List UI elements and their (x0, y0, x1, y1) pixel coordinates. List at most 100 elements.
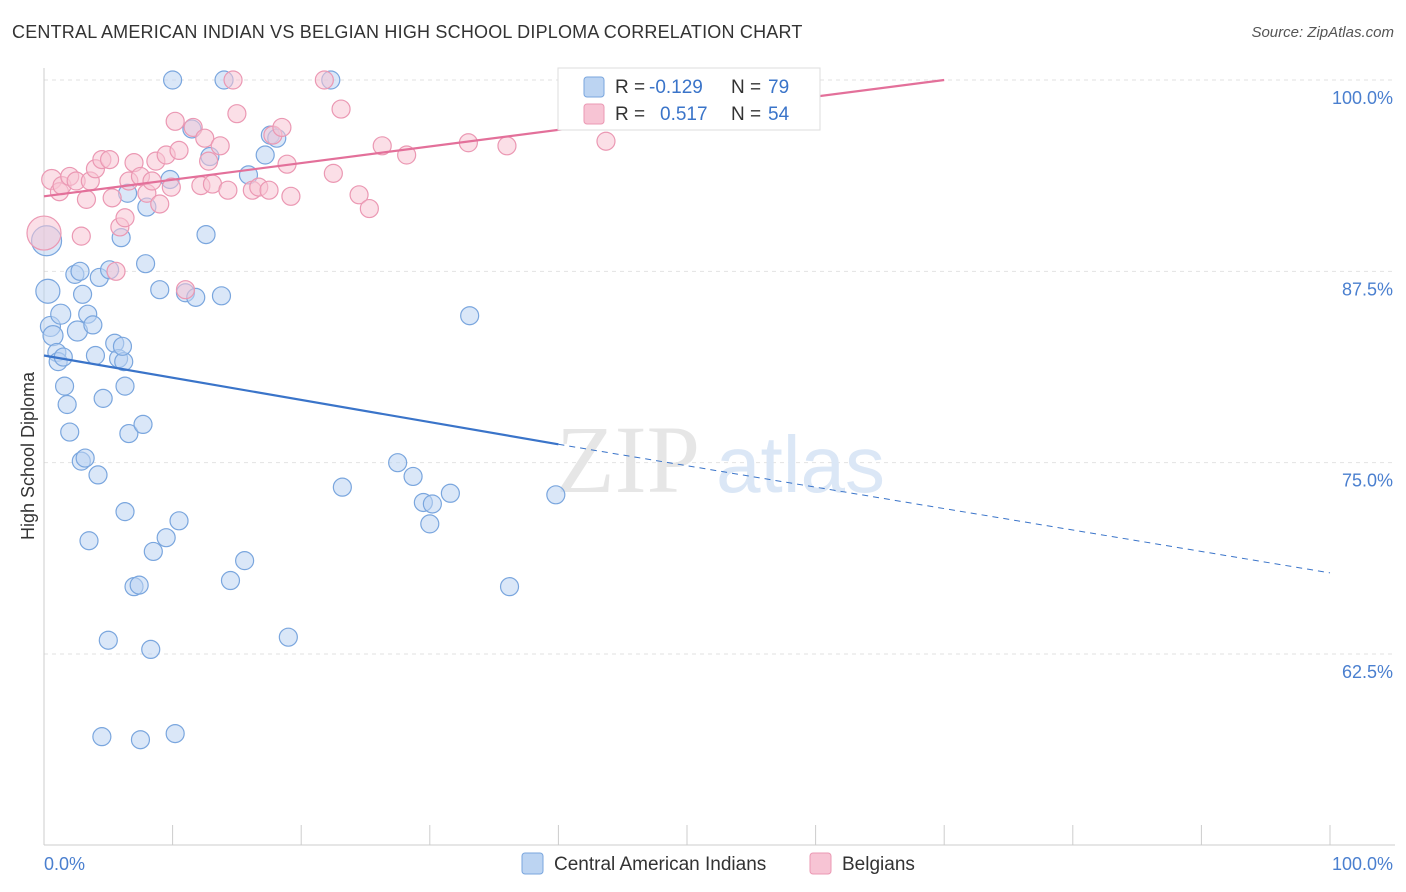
point-belgian (169, 140, 189, 161)
point-central-american-indian (115, 502, 135, 522)
point-central-american-indian (150, 280, 170, 300)
point-belgian (314, 70, 334, 90)
point-belgian (161, 177, 181, 197)
point-central-american-indian (546, 485, 566, 505)
point-belgian (223, 70, 243, 90)
point-central-american-indian (332, 477, 352, 497)
point-belgian (596, 131, 616, 151)
point-belgian (272, 117, 292, 138)
bottom-legend-swatch-blue (521, 852, 544, 875)
point-central-american-indian (112, 336, 133, 356)
legend-n-value-2: 54 (768, 104, 790, 125)
point-central-american-indian (196, 224, 216, 245)
y-axis-label: High School Diploma (18, 371, 38, 540)
series-central-american-indians (30, 70, 566, 750)
point-central-american-indian (79, 531, 99, 551)
point-central-american-indian (135, 254, 156, 274)
bottom-legend-label-2: Belgians (842, 854, 915, 875)
point-belgian (102, 188, 122, 208)
point-belgian (150, 194, 170, 214)
point-central-american-indian (156, 528, 176, 548)
legend-r-value-2: 0.517 (660, 104, 708, 125)
trend-line-extension (558, 443, 1331, 574)
point-central-american-indian (92, 727, 112, 747)
y-tick-label: 62.5% (1342, 662, 1393, 682)
point-central-american-indian (70, 261, 90, 281)
point-belgian (99, 149, 120, 170)
point-central-american-indian (141, 639, 161, 660)
point-belgian (115, 208, 135, 228)
y-tick-label: 87.5% (1342, 279, 1393, 299)
point-belgian (71, 226, 91, 246)
point-belgian (175, 280, 196, 300)
point-central-american-indian (98, 630, 118, 650)
ticks: 62.5% 75.0% 87.5% 100.0% 0.0% 100.0% (44, 88, 1393, 874)
point-belgian (349, 185, 369, 205)
axes (43, 68, 1395, 846)
watermark: ZIP atlas (556, 406, 885, 513)
bottom-legend-label-1: Central American Indians (554, 854, 766, 875)
point-central-american-indian (72, 284, 93, 304)
point-central-american-indian (460, 306, 480, 326)
point-central-american-indian (85, 345, 106, 366)
point-belgian (106, 261, 126, 281)
point-belgian (195, 128, 215, 148)
point-central-american-indian (499, 577, 520, 597)
point-belgian (259, 180, 279, 200)
point-central-american-indian (83, 315, 103, 335)
watermark-zip: ZIP (556, 406, 700, 513)
legend: R = -0.129 N = 79 R = 0.517 N = 54 (557, 67, 821, 131)
x-tick-label: 0.0% (44, 854, 85, 874)
point-belgian (210, 136, 230, 156)
point-belgian (165, 111, 185, 131)
legend-swatch-blue (583, 76, 605, 98)
point-central-american-indian (60, 422, 80, 442)
point-central-american-indian (420, 514, 440, 534)
point-central-american-indian (88, 465, 108, 485)
legend-n-label-2: N = (731, 104, 761, 125)
point-belgian (26, 215, 62, 251)
point-central-american-indian (143, 541, 163, 562)
legend-swatch-pink (583, 103, 605, 125)
point-central-american-indian (255, 145, 275, 165)
point-central-american-indian (235, 551, 255, 571)
point-central-american-indian (440, 483, 460, 503)
x-tick-label: 100.0% (1332, 854, 1393, 874)
point-central-american-indian (54, 376, 75, 396)
point-central-american-indian (130, 730, 151, 750)
legend-n-value-1: 79 (768, 77, 789, 98)
point-belgian (497, 136, 517, 156)
point-central-american-indian (50, 303, 72, 325)
point-central-american-indian (42, 325, 64, 347)
point-central-american-indian (163, 70, 183, 90)
legend-r-value-1: -0.129 (649, 77, 703, 98)
legend-r-label-2: R = (615, 104, 645, 125)
point-belgian (372, 136, 392, 156)
point-central-american-indian (165, 723, 185, 744)
point-belgian (227, 104, 247, 124)
point-central-american-indian (75, 448, 95, 468)
trend-line-central-american-indians (43, 354, 559, 446)
chart-title: CENTRAL AMERICAN INDIAN VS BELGIAN HIGH … (12, 22, 803, 42)
point-central-american-indian (129, 575, 149, 595)
point-central-american-indian (220, 570, 241, 591)
point-belgian (359, 198, 379, 219)
bottom-legend: Central American Indians Belgians (521, 852, 915, 875)
point-central-american-indian (133, 414, 153, 434)
point-belgian (331, 99, 351, 119)
point-central-american-indian (422, 494, 442, 514)
legend-n-label-1: N = (731, 77, 761, 98)
point-central-american-indian (169, 511, 189, 531)
point-belgian (199, 151, 219, 171)
point-central-american-indian (119, 423, 139, 444)
point-central-american-indian (93, 388, 113, 408)
point-central-american-indian (211, 286, 232, 306)
point-central-american-indian (388, 453, 408, 473)
point-central-american-indian (278, 627, 298, 647)
point-central-american-indian (35, 278, 61, 304)
point-central-american-indian (57, 394, 77, 415)
legend-r-label-1: R = (615, 77, 645, 98)
y-tick-label: 75.0% (1342, 471, 1393, 491)
bottom-legend-swatch-pink (809, 852, 832, 875)
